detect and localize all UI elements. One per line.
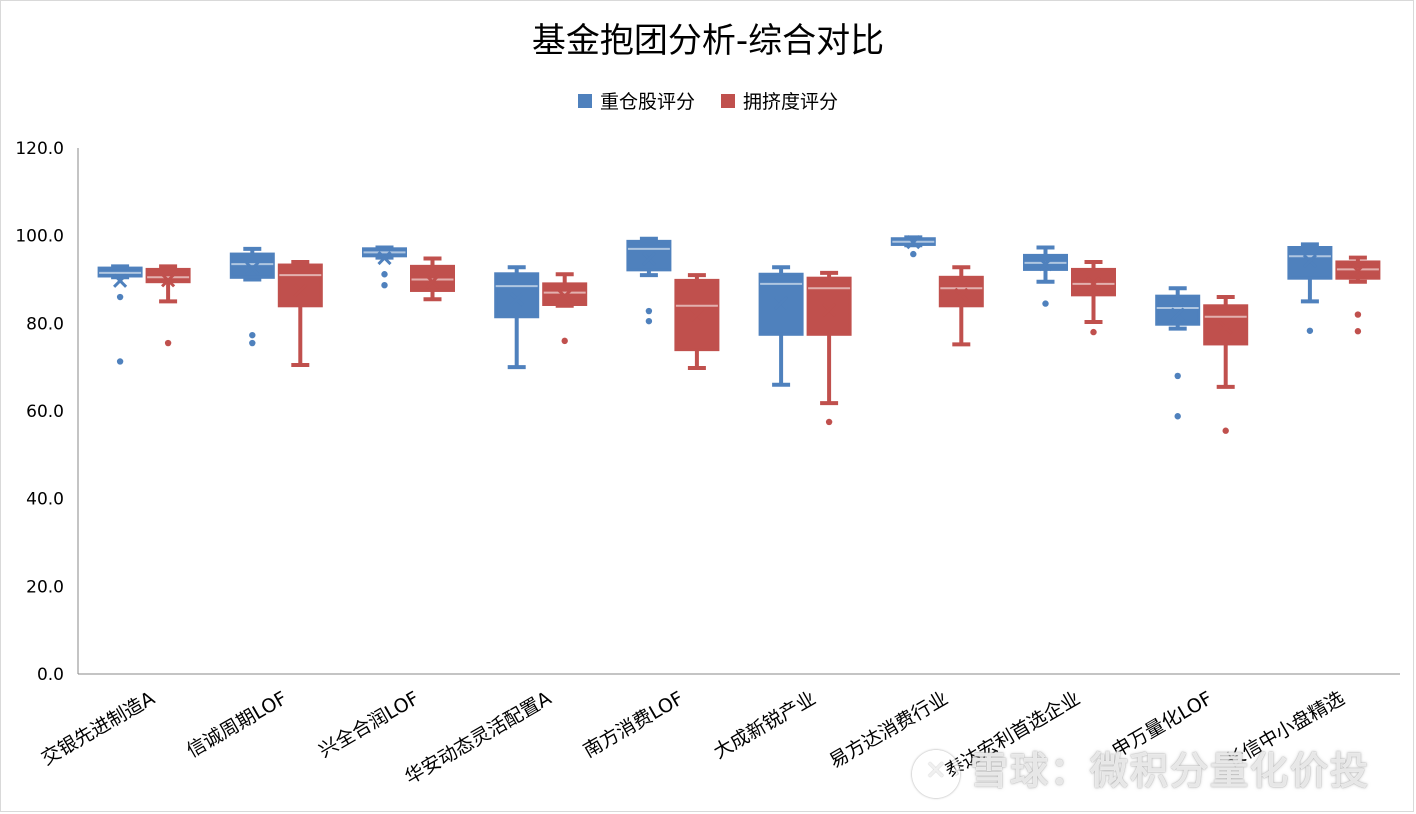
mean-marker bbox=[1086, 276, 1101, 291]
mean-marker bbox=[1302, 254, 1317, 269]
outlier-point bbox=[1222, 427, 1229, 434]
box-crowding bbox=[806, 270, 852, 426]
box-iqr bbox=[1203, 304, 1249, 346]
box-crowding bbox=[410, 256, 455, 302]
outlier-point bbox=[825, 418, 833, 426]
x-category-label: 南方消费LOF bbox=[580, 687, 688, 762]
plot-area bbox=[97, 235, 1381, 434]
x-category-label: 华安动态灵活配置A bbox=[401, 687, 555, 789]
box-crowding bbox=[1203, 295, 1249, 434]
mean-marker bbox=[1218, 320, 1233, 335]
x-category-label: 信诚周期LOF bbox=[183, 687, 291, 762]
y-tick-label: 80.0 bbox=[26, 314, 64, 334]
box-holding bbox=[758, 265, 804, 387]
outlier-point bbox=[1042, 300, 1049, 307]
outlier-point bbox=[645, 307, 653, 315]
mean-marker bbox=[161, 273, 176, 288]
outlier-point bbox=[1306, 327, 1314, 334]
box-crowding bbox=[145, 264, 191, 347]
outlier-point bbox=[910, 250, 917, 258]
box-holding bbox=[626, 236, 672, 325]
watermark-text: 雪球：微积分量化价投 bbox=[970, 749, 1371, 793]
y-tick-label: 100.0 bbox=[15, 227, 64, 247]
outlier-point bbox=[1090, 328, 1097, 336]
mean-marker bbox=[906, 235, 921, 250]
outlier-point bbox=[645, 317, 653, 325]
mean-marker bbox=[1350, 263, 1365, 278]
box-iqr bbox=[1287, 246, 1333, 280]
box-iqr bbox=[410, 264, 455, 292]
box-holding bbox=[362, 245, 407, 289]
outlier-point bbox=[1174, 372, 1181, 380]
mean-marker bbox=[1170, 307, 1185, 322]
box-crowding bbox=[542, 272, 588, 345]
box-iqr bbox=[1071, 267, 1116, 297]
outlier-point bbox=[249, 331, 256, 339]
box-holding bbox=[1287, 242, 1333, 334]
mean-marker bbox=[774, 295, 789, 310]
x-category-label: 大成新锐产业 bbox=[710, 687, 820, 763]
x-category-label: 兴全合润LOF bbox=[315, 687, 423, 762]
y-tick-label: 120.0 bbox=[15, 139, 64, 159]
box-iqr bbox=[806, 276, 852, 336]
outlier-point bbox=[381, 271, 388, 278]
box-iqr bbox=[1155, 294, 1201, 326]
legend-swatch bbox=[721, 94, 735, 108]
mean-marker bbox=[425, 274, 440, 289]
box-iqr bbox=[494, 272, 540, 319]
outlier-point bbox=[1354, 328, 1362, 335]
mean-marker bbox=[377, 250, 392, 266]
mean-marker bbox=[509, 292, 524, 307]
mean-marker bbox=[641, 251, 656, 266]
box-crowding bbox=[277, 259, 323, 367]
box-crowding bbox=[938, 265, 984, 347]
box-iqr bbox=[229, 252, 275, 279]
box-holding bbox=[97, 264, 143, 365]
box-iqr bbox=[277, 263, 323, 308]
mean-marker bbox=[245, 261, 260, 276]
mean-marker bbox=[689, 307, 704, 322]
outlier-point bbox=[249, 339, 256, 347]
mean-marker bbox=[113, 273, 128, 288]
box-iqr bbox=[626, 239, 672, 272]
box-holding bbox=[890, 235, 936, 258]
y-tick-label: 60.0 bbox=[26, 402, 64, 422]
y-tick-label: 20.0 bbox=[26, 577, 64, 597]
mean-marker bbox=[293, 283, 308, 298]
outlier-point bbox=[561, 337, 568, 345]
mean-marker bbox=[1038, 257, 1053, 272]
mean-marker bbox=[822, 303, 837, 318]
box-holding bbox=[1023, 245, 1068, 307]
box-iqr bbox=[938, 275, 984, 308]
box-crowding bbox=[1335, 255, 1381, 335]
y-tick-label: 0.0 bbox=[37, 665, 64, 685]
box-holding bbox=[1155, 286, 1201, 420]
outlier-point bbox=[116, 293, 124, 301]
y-axis: 0.0 20.0 40.0 60.0 80.0 100.0 120.0 bbox=[15, 139, 79, 685]
legend: 重仓股评分 拥挤度评分 bbox=[578, 91, 838, 113]
snowball-logo-icon bbox=[912, 749, 960, 798]
box-holding bbox=[229, 246, 275, 347]
outlier-point bbox=[1174, 413, 1181, 420]
outlier-point bbox=[1354, 311, 1362, 318]
y-tick-label: 40.0 bbox=[26, 490, 64, 510]
box-crowding bbox=[674, 273, 720, 371]
outlier-point bbox=[116, 358, 124, 365]
box-holding bbox=[494, 265, 540, 370]
outlier-point bbox=[164, 339, 172, 347]
chart-title: 基金抱团分析-综合对比 bbox=[532, 21, 884, 61]
x-category-label: 交银先进制造A bbox=[38, 687, 159, 770]
mean-marker bbox=[557, 289, 572, 304]
legend-swatch bbox=[578, 94, 592, 108]
box-crowding bbox=[1071, 259, 1116, 336]
mean-marker bbox=[954, 287, 969, 302]
watermark: 雪球：微积分量化价投 bbox=[912, 740, 1370, 798]
outlier-point bbox=[381, 281, 388, 289]
legend-label: 拥挤度评分 bbox=[743, 91, 838, 113]
legend-label: 重仓股评分 bbox=[600, 91, 695, 113]
